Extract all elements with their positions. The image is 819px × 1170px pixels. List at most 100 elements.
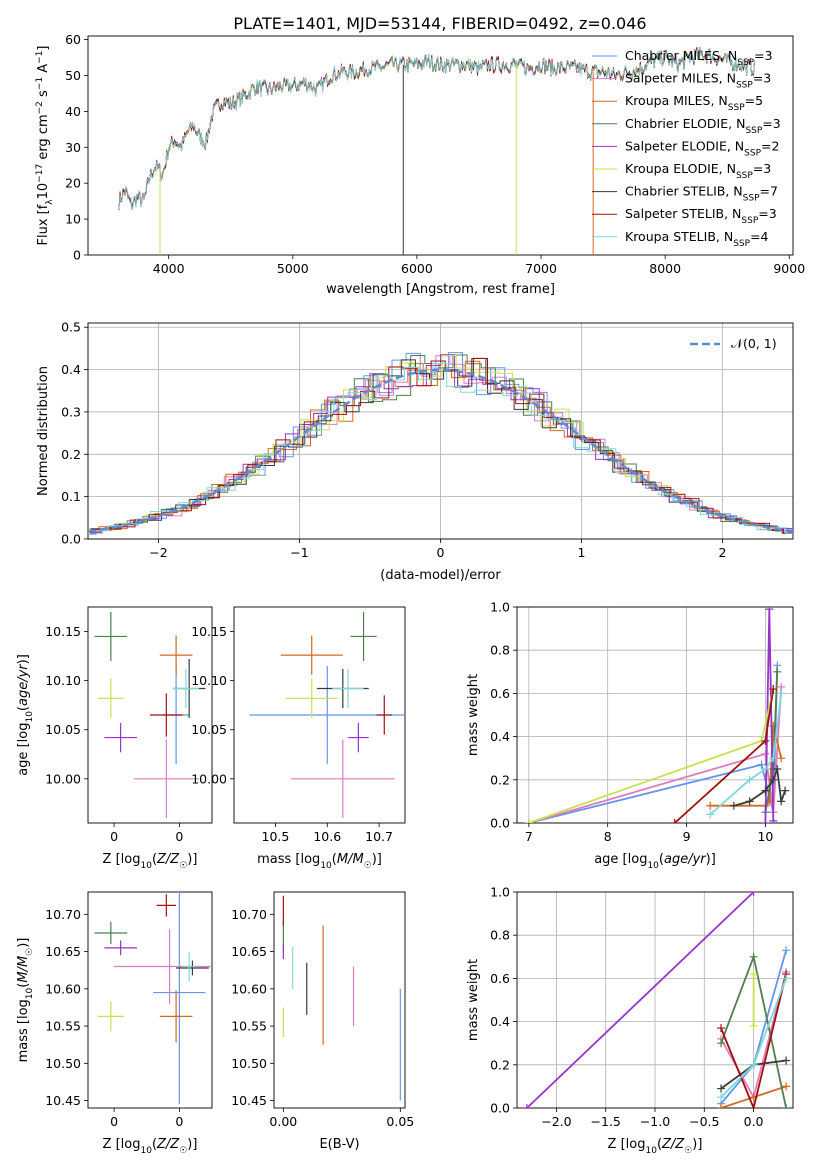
legend-label-part: SSP — [736, 81, 753, 91]
age-vs-Z-ytick-label: 10.10 — [45, 673, 81, 688]
legend-label: Chabrier MILES, NSSP=3 — [625, 48, 773, 68]
spectrum-ylabel-part: λ — [45, 199, 55, 205]
spectrum-ytick-label: 30 — [65, 140, 81, 155]
mass-weight-vs-age-line-1 — [528, 686, 783, 823]
legend-label-part: SSP — [744, 148, 761, 158]
age-ylabel-part: age/yr — [16, 663, 31, 706]
spectrum-xtick-label: 5000 — [277, 261, 309, 276]
legend-label-part: =4 — [750, 229, 768, 244]
spectrum-xtick-label: 6000 — [401, 261, 433, 276]
mass-vs-Z-ytick-label: 10.60 — [45, 981, 81, 996]
age-ylabel-part: 10 — [25, 711, 35, 723]
mass-weight-vs-Z-marker — [749, 892, 758, 896]
mass-weight-vs-Z-marker — [717, 1093, 726, 1102]
legend-label: Salpeter STELIB, NSSP=3 — [625, 206, 777, 226]
spectrum-line-8 — [118, 47, 755, 210]
age-vs-mass-xtick-label: 10.7 — [365, 829, 393, 844]
mass-weight-vs-age-marker — [769, 685, 778, 694]
weight-age-xlabel-part: age/yr — [664, 852, 707, 867]
mass-ylabel-part: ( — [16, 983, 31, 988]
residuals-xtick-label: 2 — [719, 545, 727, 560]
residuals-xtick-label: 1 — [578, 545, 586, 560]
mass-weight-vs-age-ylabel: mass weight — [466, 674, 481, 756]
residuals-xlabel: (data-model)/error — [380, 568, 501, 583]
spectrum-ytick-label: 20 — [65, 176, 81, 191]
z-xlabel-part: ☉ — [179, 861, 187, 871]
z-xlabel-part: Z/Z — [156, 852, 180, 867]
spectrum-ylabel: Flux [fλ10−17 erg cm−2 s−1 A−1] — [35, 46, 55, 246]
mass-ylabel-part: 10 — [25, 987, 35, 999]
mass-vs-EBV-xtick-label: 0.00 — [269, 1114, 297, 1129]
legend-label: Chabrier ELODIE, NSSP=3 — [625, 116, 781, 136]
legend-label-part: =3 — [758, 206, 776, 221]
mass-weight-vs-age-marker — [769, 816, 778, 823]
mass-xlabel-part: ( — [332, 852, 337, 867]
mass-weight-vs-Z-marker — [749, 1060, 758, 1069]
spectrum-ylabel-part: −1 — [35, 77, 45, 90]
mass-weight-vs-Z-marker — [749, 1021, 758, 1030]
legend-label-part: =5 — [745, 93, 763, 108]
mass-weight-vs-age-frame — [516, 606, 794, 824]
mass-weight-vs-age-marker — [765, 607, 774, 614]
legend-label-part: =2 — [761, 138, 779, 153]
residuals-xtick-label: −2 — [149, 545, 167, 560]
legend-label-part: Chabrier STELIB, N — [625, 184, 743, 199]
residuals-ytick-label: 0.2 — [61, 447, 81, 462]
age-vs-mass-points — [249, 611, 405, 819]
legend-label-part: SSP — [737, 58, 754, 68]
legend-label: Salpeter MILES, NSSP=3 — [625, 71, 771, 91]
mass-weight-vs-Z-marker — [782, 946, 791, 955]
spectrum-ylabel-part: 10 — [36, 183, 51, 200]
mass-weight-vs-age-marker — [761, 749, 770, 758]
weight-z-xlabel-part: Z [log — [608, 1137, 646, 1152]
age-vs-Z-frame — [87, 606, 213, 824]
mass-xlabel-part: )] — [372, 852, 382, 867]
mass-weight-vs-Z-xtick-label: −0.5 — [689, 1114, 719, 1129]
mass-weight-vs-age-xtick-label: 9 — [683, 829, 691, 844]
spectrum-ylabel-part: Flux [f — [36, 204, 51, 245]
mass-weight-vs-age-marker — [781, 786, 790, 795]
z-xlabel-part: ☉ — [179, 1146, 187, 1156]
mass-vs-EBV-ytick-label: 10.60 — [231, 981, 267, 996]
spectrum-ylabel-part: s — [36, 90, 51, 101]
figure-title: PLATE=1401, MJD=53144, FIBERID=0492, z=0… — [233, 14, 646, 33]
mass-xlabel-part: mass [log — [257, 852, 320, 867]
mass-weight-vs-Z-marker — [782, 974, 791, 983]
residual-hist-7 — [88, 357, 793, 534]
legend-label: Chabrier STELIB, NSSP=7 — [625, 184, 778, 204]
legend-label: Kroupa STELIB, NSSP=4 — [625, 229, 769, 249]
spectrum-ylabel-part: ] — [36, 46, 51, 51]
mass-weight-vs-age-lines — [524, 607, 790, 823]
legend-label-part: =3 — [753, 71, 771, 86]
mass-weight-vs-Z-xtick-label: −1.5 — [591, 1114, 621, 1129]
mass-weight-vs-age-xtick-label: 8 — [604, 829, 612, 844]
mass-weight-vs-Z-ytick-label: 1.0 — [490, 885, 510, 900]
mass-weight-vs-Z-marker — [749, 970, 758, 979]
age-vs-Z-ytick-label: 10.15 — [45, 624, 81, 639]
mass-weight-vs-Z-marker — [782, 1082, 791, 1091]
mass-weight-vs-age-marker — [761, 765, 770, 773]
spectrum-ylabel-part: A — [36, 64, 51, 77]
spectrum-ylabel-part: −2 — [35, 101, 45, 114]
mass-vs-EBV-ytick-label: 10.45 — [231, 1093, 267, 1108]
mass-ylabel-part: ☉ — [25, 948, 35, 956]
mass-weight-vs-Z-marker — [717, 1024, 726, 1033]
mass-weight-vs-Z-marker — [749, 1104, 758, 1108]
legend-label-part: Salpeter ELODIE, N — [625, 138, 744, 153]
mass-weight-vs-Z-marker — [717, 1039, 726, 1048]
spectrum-ylabel-part: erg cm — [36, 114, 51, 163]
mass-weight-vs-Z-marker — [717, 1084, 726, 1093]
mass-weight-vs-Z-marker — [522, 1104, 531, 1108]
spectrum-frame — [87, 35, 794, 256]
mass-weight-vs-Z-ytick-label: 0.2 — [490, 1057, 510, 1072]
legend-label-part: =3 — [762, 116, 780, 131]
mass-weight-vs-Z-ytick-label: 0.6 — [490, 971, 510, 986]
mass-vs-Z-points — [94, 892, 212, 1105]
legend-label-part: SSP — [728, 103, 745, 113]
mass-weight-vs-age-line-0 — [528, 665, 779, 823]
normal-curve — [88, 368, 793, 533]
legend-label-part: SSP — [733, 239, 750, 249]
residuals-ylabel: Normed distribution — [36, 366, 51, 496]
